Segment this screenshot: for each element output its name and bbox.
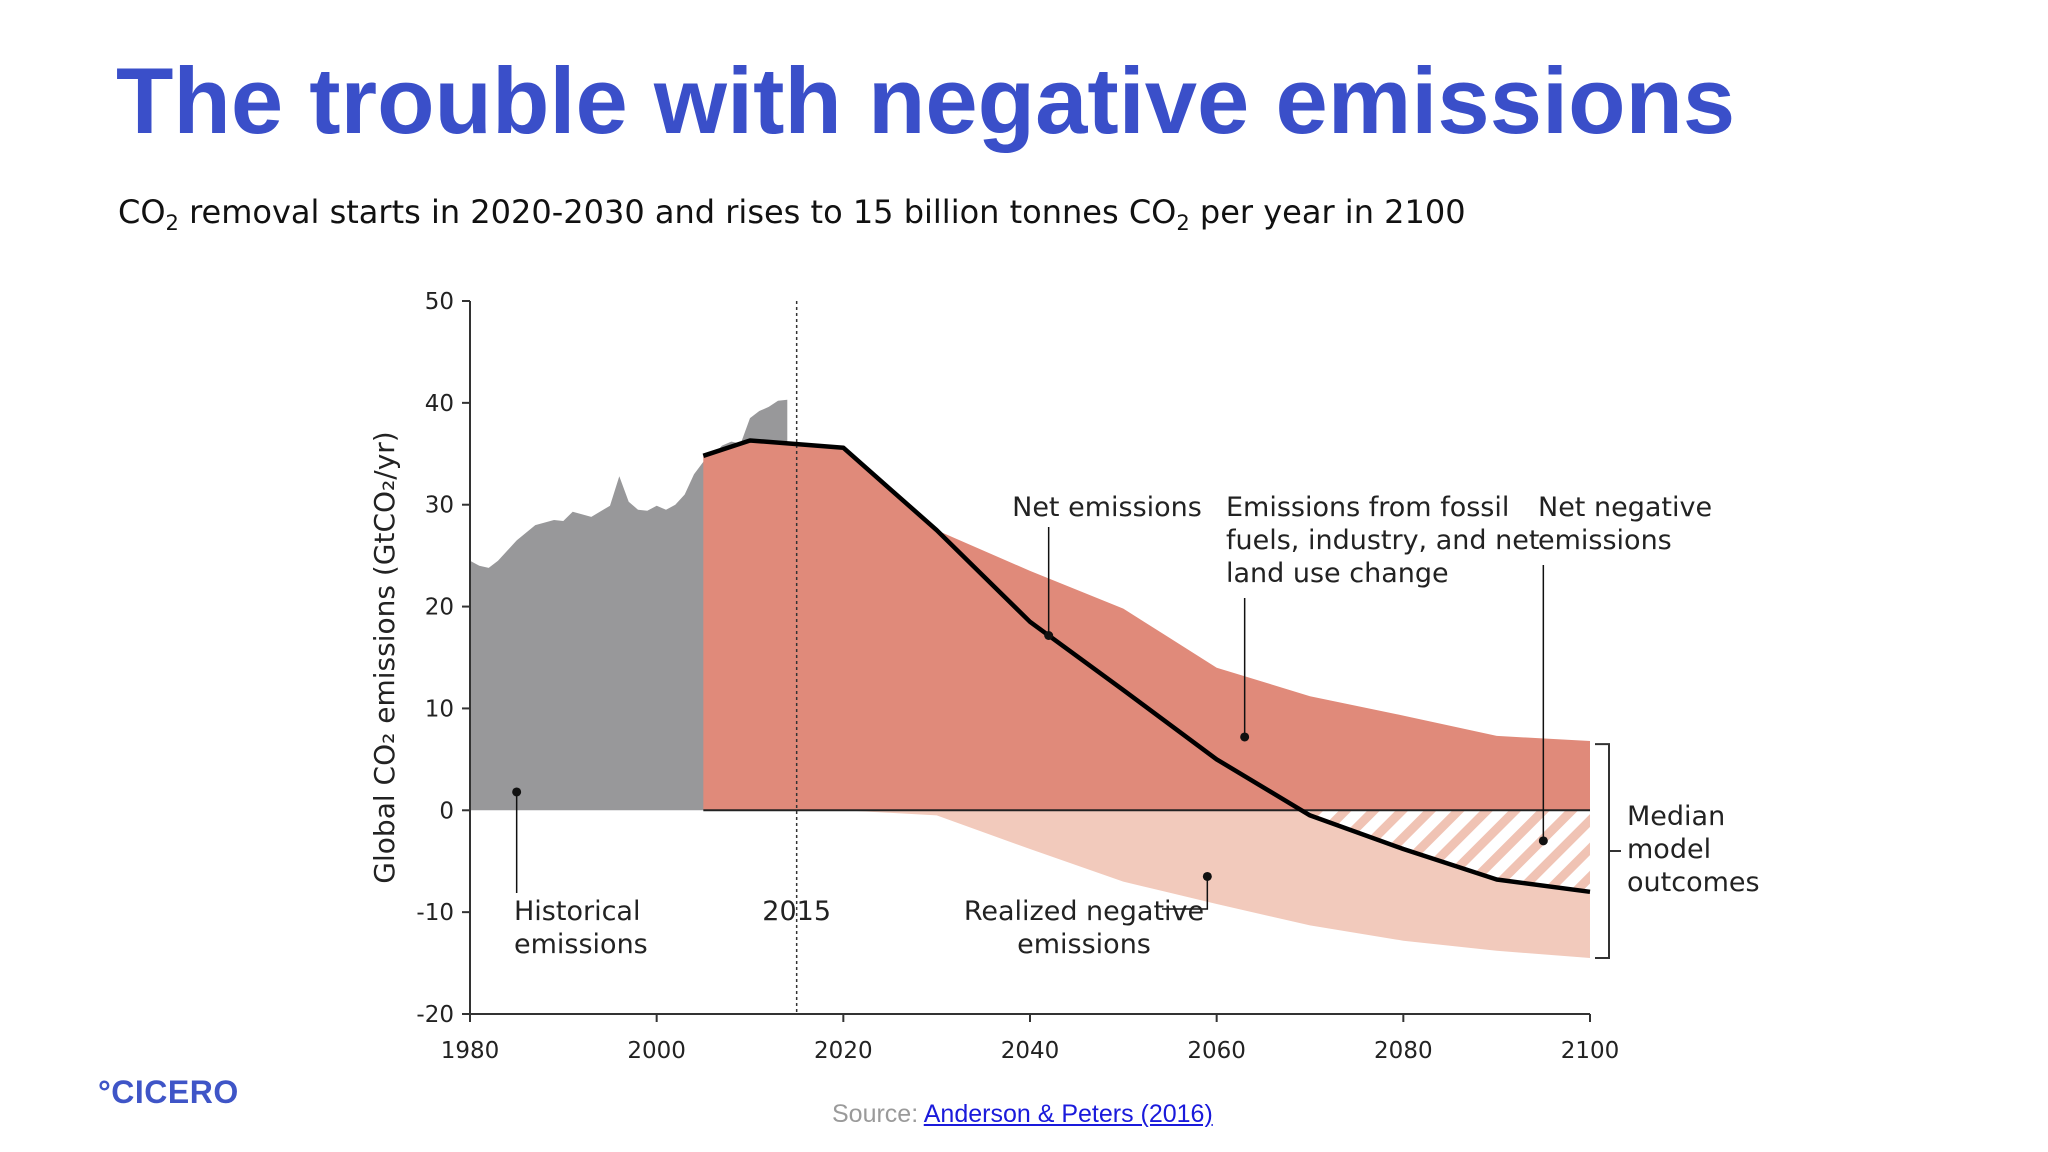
y-tick-label: 0 xyxy=(439,798,454,824)
y-axis-label: Global CO₂ emissions (GtCO₂/yr) xyxy=(368,431,401,883)
x-tick-label: 2040 xyxy=(1001,1038,1060,1064)
gross-emissions-area xyxy=(703,440,1590,811)
y-tick-label: 20 xyxy=(425,595,454,621)
x-tick-label: 2060 xyxy=(1187,1038,1246,1064)
cicero-logo: °CICERO xyxy=(98,1074,239,1110)
net-emissions-label: Net emissions xyxy=(1012,492,1202,523)
x-tick-label: 2000 xyxy=(627,1038,686,1064)
y-tick-label: 50 xyxy=(425,289,454,315)
y-tick-label: 30 xyxy=(425,493,454,519)
slide-subtitle: CO2 removal starts in 2020-2030 and rise… xyxy=(118,190,1466,234)
median-model-outcomes-label: outcomes xyxy=(1627,867,1760,898)
x-tick-label: 2020 xyxy=(814,1038,873,1064)
subtitle-subscript-2: 2 xyxy=(1176,211,1190,235)
y-tick-label: 10 xyxy=(425,696,454,722)
realized-negative-emissions-label: Realized negative xyxy=(964,896,1204,927)
historical-emissions-label: Historical xyxy=(514,896,640,927)
x-tick-label: 1980 xyxy=(441,1038,500,1064)
realized-annotation-leader xyxy=(1162,876,1209,910)
fossil-emissions-label: Emissions from fossil xyxy=(1226,492,1509,523)
historical-emissions-label: emissions xyxy=(514,929,648,960)
x-tick-label: 2100 xyxy=(1561,1038,1620,1064)
median-model-outcomes-label: model xyxy=(1627,834,1711,865)
net-negative-emissions-label: Net negative xyxy=(1538,492,1712,523)
net-emissions-line xyxy=(702,438,1591,895)
net-negative-hatched-area xyxy=(1301,810,1590,892)
realized-negative-emissions-label: emissions xyxy=(1017,929,1151,960)
subtitle-text-1: CO xyxy=(118,193,166,231)
y-tick-label: -10 xyxy=(416,900,454,926)
y-tick-label: 40 xyxy=(425,391,454,417)
source-citation: Source: Anderson & Peters (2016) xyxy=(832,1100,1213,1129)
source-prefix: Source: xyxy=(832,1100,924,1128)
fossil-emissions-label: fuels, industry, and net xyxy=(1226,525,1539,556)
median-model-outcomes-label: Median xyxy=(1627,801,1725,832)
year-2015-label: 2015 xyxy=(762,896,831,927)
fossil-emissions-label: land use change xyxy=(1226,558,1449,589)
y-tick-label: -20 xyxy=(416,1002,454,1028)
median-bracket xyxy=(1595,743,1621,959)
net-negative-emissions-label: emissions xyxy=(1538,525,1672,556)
subtitle-subscript-1: 2 xyxy=(165,211,179,235)
x-tick-label: 2080 xyxy=(1374,1038,1433,1064)
source-link[interactable]: Anderson & Peters (2016) xyxy=(923,1100,1213,1128)
subtitle-text-3: per year in 2100 xyxy=(1189,193,1466,231)
subtitle-text-2: removal starts in 2020-2030 and rises to… xyxy=(178,193,1177,231)
slide-title: The trouble with negative emissions xyxy=(116,48,1736,153)
